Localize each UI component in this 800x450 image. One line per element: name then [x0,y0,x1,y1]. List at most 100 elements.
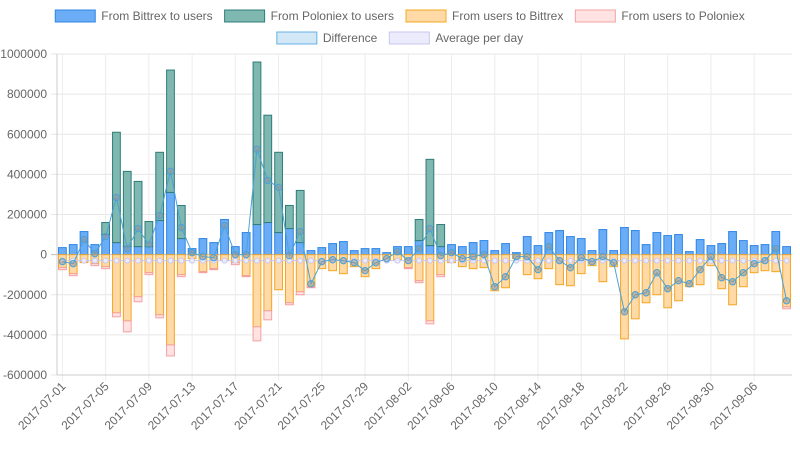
data-point[interactable] [697,257,704,264]
data-point[interactable] [221,257,228,264]
data-point[interactable] [469,252,477,261]
data-point[interactable] [750,259,758,268]
data-point[interactable] [534,257,541,264]
bar-segment[interactable] [155,220,165,256]
bar-segment[interactable] [122,320,132,333]
data-point[interactable] [718,273,726,282]
bar-segment[interactable] [252,326,262,342]
data-point[interactable] [112,193,121,202]
data-point[interactable] [686,257,693,264]
data-point[interactable] [123,244,131,253]
bar-segment[interactable] [252,254,262,328]
bar-segment[interactable] [198,271,208,274]
data-point[interactable] [653,257,660,264]
bar-segment[interactable] [749,245,759,256]
bar-segment[interactable] [176,274,186,278]
bar-segment[interactable] [360,254,370,278]
bar-segment[interactable] [133,246,143,256]
data-point[interactable] [534,265,542,274]
bar-segment[interactable] [263,114,273,224]
data-point[interactable] [69,259,77,268]
bar-segment[interactable] [122,254,132,322]
legend-swatch[interactable] [574,9,616,23]
data-point[interactable] [210,253,218,262]
data-point[interactable] [567,257,574,264]
bar-segment[interactable] [241,275,251,278]
bar-segment[interactable] [609,250,619,256]
data-point[interactable] [167,257,174,264]
data-point[interactable] [177,223,186,232]
bar-segment[interactable] [68,244,78,256]
data-point[interactable] [350,258,358,267]
data-point[interactable] [631,291,639,299]
bar-segment[interactable] [144,272,154,276]
data-point[interactable] [696,265,704,274]
legend-label[interactable]: Average per day [435,31,523,45]
bar-segment[interactable] [166,344,175,357]
bar-segment[interactable] [274,151,283,234]
data-point[interactable] [135,257,142,264]
data-point[interactable] [382,254,391,263]
data-point[interactable] [220,221,229,230]
data-point[interactable] [393,247,402,256]
bar-segment[interactable] [414,280,424,284]
data-point[interactable] [318,257,326,266]
data-point[interactable] [761,256,769,265]
data-point[interactable] [621,257,628,264]
data-point[interactable] [80,235,88,244]
data-point[interactable] [145,257,152,264]
data-point[interactable] [491,283,499,291]
bar-segment[interactable] [349,250,359,256]
bar-segment[interactable] [155,254,165,316]
data-point[interactable] [189,257,196,264]
bar-segment[interactable] [555,254,565,286]
bar-segment[interactable] [717,243,727,256]
bar-segment[interactable] [306,250,316,256]
bar-segment[interactable] [425,320,435,325]
data-point[interactable] [297,257,304,264]
data-point[interactable] [674,277,683,285]
data-point[interactable] [426,224,434,233]
bar-segment[interactable] [263,310,273,321]
data-point[interactable] [772,244,780,253]
data-point[interactable] [685,280,694,288]
bar-segment[interactable] [663,254,673,309]
legend-swatch[interactable] [54,9,96,23]
bar-segment[interactable] [576,238,586,256]
bar-segment[interactable] [490,254,500,292]
data-point[interactable] [480,250,488,259]
data-point[interactable] [91,257,98,264]
bar-segment[interactable] [252,61,262,226]
legend-label[interactable]: From Bittrex to users [101,9,212,23]
bar-segment[interactable] [501,243,510,256]
data-point[interactable] [632,257,639,264]
data-point[interactable] [274,183,283,192]
data-point[interactable] [394,257,401,264]
data-point[interactable] [675,257,682,264]
data-point[interactable] [523,252,531,261]
bar-segment[interactable] [155,314,165,319]
bar-segment[interactable] [371,248,381,256]
bar-segment[interactable] [284,204,294,230]
bar-segment[interactable] [166,254,175,346]
data-point[interactable] [264,257,271,264]
data-point[interactable] [577,253,585,262]
data-point[interactable] [588,257,596,266]
data-point[interactable] [783,257,790,264]
bar-segment[interactable] [760,244,770,256]
data-point[interactable] [491,257,498,264]
bar-segment[interactable] [317,247,327,256]
data-point[interactable] [231,250,240,259]
bar-segment[interactable] [652,232,662,256]
data-point[interactable] [81,257,88,264]
bar-segment[interactable] [68,273,78,277]
data-point[interactable] [264,176,272,185]
data-point[interactable] [145,240,153,249]
bar-segment[interactable] [674,234,683,256]
bar-segment[interactable] [641,244,651,256]
data-point[interactable] [199,252,207,261]
bar-segment[interactable] [630,254,640,320]
data-point[interactable] [609,258,618,267]
data-point[interactable] [416,257,423,264]
legend-swatch[interactable] [224,9,266,23]
